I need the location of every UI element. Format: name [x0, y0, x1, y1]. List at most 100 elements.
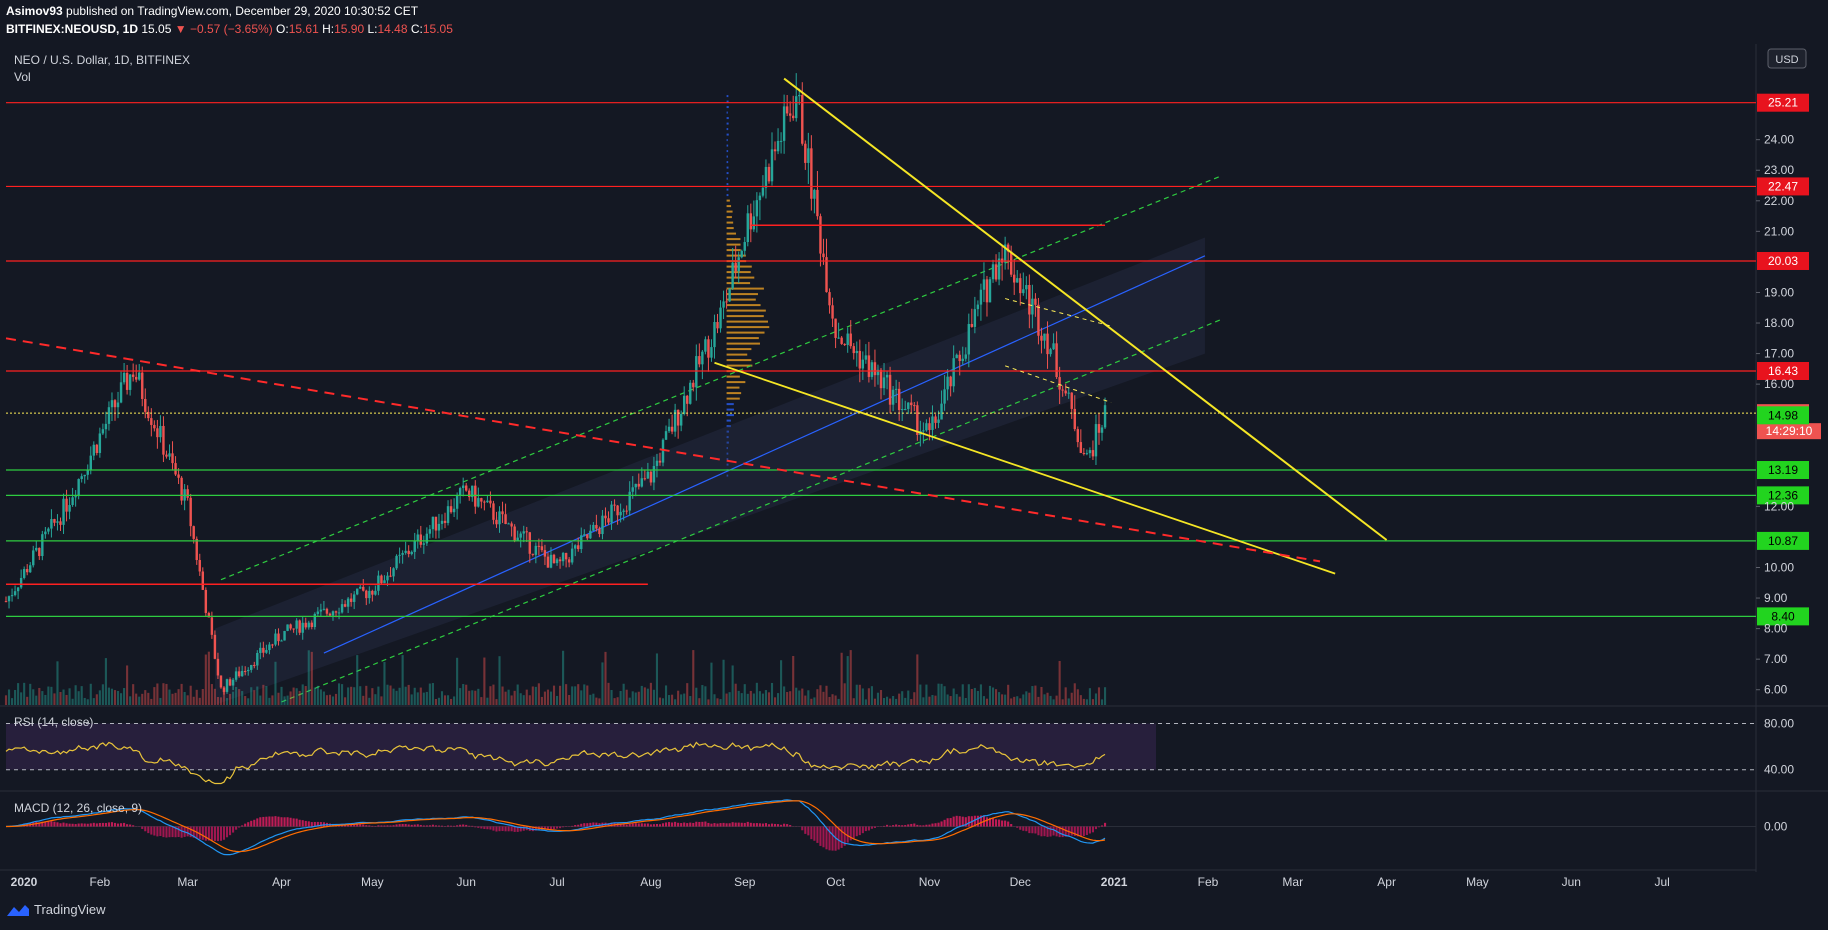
volume-bar [758, 691, 761, 705]
candle-body [592, 524, 595, 531]
footer-brand[interactable]: TradingView [6, 902, 106, 917]
volume-bar [940, 683, 943, 705]
volume-bar [937, 683, 940, 705]
macd-histogram-bar [401, 823, 404, 827]
candle-body [583, 534, 586, 536]
macd-histogram-bar [53, 821, 56, 827]
candle-body [907, 402, 910, 409]
macd-histogram-bar [1025, 826, 1028, 832]
macd-histogram-bar [840, 826, 843, 848]
macd-histogram-bar [628, 823, 631, 827]
macd-histogram-bar [232, 826, 235, 833]
volume-bar [310, 651, 313, 705]
channel-drawings [214, 175, 1221, 706]
volume-bar [531, 686, 534, 705]
macd-histogram-bar [928, 824, 931, 827]
volume-bar [1103, 687, 1107, 705]
volume-bar [961, 684, 964, 705]
macd-histogram-bar [734, 822, 737, 827]
macd-histogram-bar [319, 822, 322, 827]
candle-body [86, 470, 89, 475]
volume-bar [431, 683, 434, 705]
volume-bar [828, 696, 831, 705]
symbol-name[interactable]: BITFINEX:NEOUSD, 1D [6, 22, 139, 36]
candle-body [44, 531, 47, 535]
volume-bar [546, 689, 550, 705]
candle-body [7, 596, 11, 602]
macd-histogram-bar [637, 823, 640, 827]
candle-body [767, 166, 771, 182]
candle-body [761, 187, 765, 196]
macd-histogram-bar [952, 816, 955, 827]
high-value: 15.90 [334, 22, 365, 36]
volume-bar [83, 697, 86, 705]
volume-bar [262, 684, 265, 705]
macd-histogram-bar [731, 822, 734, 827]
volume-bar [740, 693, 743, 705]
candle-body [446, 506, 450, 523]
candle-body [801, 95, 804, 144]
volume-bar [649, 682, 652, 705]
volume-profile-bar [726, 216, 732, 219]
price-axis[interactable]: 6.00 7.00 8.00 9.00 10.00 12.00 16.00 17.00 18.0… [1756, 133, 1794, 697]
author-name[interactable]: Asimov93 [6, 4, 63, 18]
time-axis[interactable]: 2020 Feb Mar Apr May Jun Jul Aug Sep Oct Nov Dec 202… [11, 875, 1670, 889]
candle-body [443, 520, 447, 523]
candle-body [110, 400, 114, 408]
candle-body [29, 565, 32, 573]
macd-histogram-bar [652, 824, 655, 827]
volume-bar [259, 695, 262, 705]
macd-histogram-bar [474, 826, 477, 828]
volume-bar [222, 690, 226, 705]
macd-histogram-bar [1049, 826, 1052, 837]
macd-histogram-bar [607, 823, 610, 827]
volume-bar [313, 687, 316, 705]
volume-bar [38, 687, 41, 705]
volume-bar [495, 699, 498, 705]
macd-histogram-bar [86, 823, 89, 827]
volume-bar [232, 691, 235, 705]
macd-histogram-bar [677, 822, 680, 827]
macd-histogram-bar [450, 825, 453, 827]
candle-body [313, 613, 317, 628]
support-badge-label: 10.87 [1768, 534, 1798, 548]
volume-bar [147, 692, 150, 705]
macd-histogram-bar [353, 824, 356, 827]
currency-button[interactable] [1767, 48, 1807, 69]
candle-body [286, 624, 289, 631]
volume-profile-bar [726, 100, 729, 103]
candle-body [652, 465, 656, 483]
candle-body [749, 213, 753, 230]
candle-body [885, 374, 889, 378]
volume-bar [559, 685, 562, 705]
candle-body [791, 115, 795, 119]
volume-bar [701, 685, 704, 705]
volume-profile-bar [726, 463, 729, 466]
macd-histogram-bar [47, 821, 50, 827]
volume-profile-bar [726, 122, 729, 125]
macd-histogram-bar [65, 823, 68, 827]
macd-histogram-bar [1097, 826, 1101, 828]
volume-bar [413, 687, 416, 705]
candle-body [168, 453, 171, 457]
volume-profile-bar [726, 397, 740, 400]
candle-body [607, 518, 610, 523]
volume-bar [183, 691, 186, 705]
macd-histogram-bar [634, 823, 637, 827]
macd-histogram-bar [755, 823, 758, 827]
volume-bar [1046, 692, 1049, 705]
candle-body [710, 347, 713, 358]
macd-histogram-bar [129, 824, 132, 827]
price-change: −0.57 (−3.65%) [189, 22, 273, 36]
macd-histogram-bar [913, 823, 916, 827]
volume-profile-bar [726, 452, 729, 455]
candle-body [41, 534, 44, 557]
candle-body [174, 463, 177, 475]
candle-body [455, 495, 459, 509]
volume-profile-bar [726, 375, 740, 378]
volume-profile-bar [726, 436, 729, 439]
candle-body [495, 519, 498, 525]
volume-bar [801, 688, 804, 705]
